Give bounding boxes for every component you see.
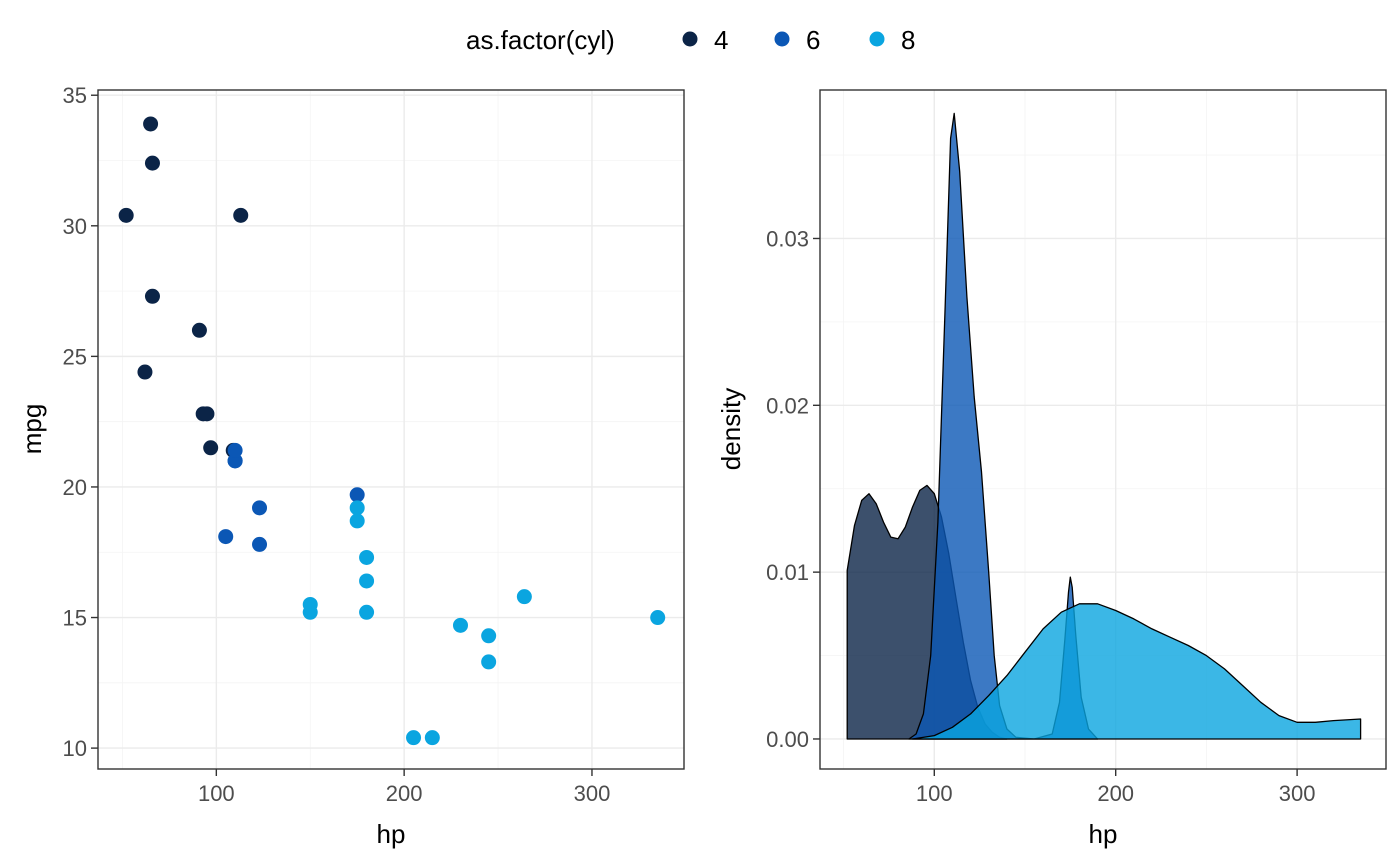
scatter-point-cyl-4 [144,288,160,304]
scatter-y-tick-label: 25 [63,344,87,369]
scatter-point-cyl-8 [359,604,375,620]
scatter-point-cyl-8 [481,654,497,670]
density-density-area-cyl-8 [911,603,1362,740]
density-x-tick-label: 200 [1097,781,1134,806]
scatter-point-cyl-8 [302,604,318,620]
scatter-point-cyl-4 [199,406,215,422]
scatter-x-tick-label: 300 [574,781,611,806]
scatter-y-tick-label: 15 [63,606,87,631]
scatter-point-cyl-8 [481,628,497,644]
scatter-y-tick-label: 10 [63,736,87,761]
scatter-point-cyl-8 [349,513,365,529]
scatter-y-tick-label: 30 [63,214,87,239]
scatter-y-axis-title: mpg [17,404,47,455]
density-y-tick-label: 0.02 [766,393,809,418]
scatter-panel-border [97,89,685,770]
scatter-point-cyl-8 [424,730,440,746]
scatter-grid [98,90,684,769]
scatter-points [118,116,666,746]
scatter-point-cyl-4 [118,207,134,223]
scatter-point-cyl-8 [359,549,375,565]
density-ticks: 100 200 300 0.00 0.01 0.02 0.03 [766,226,1315,806]
scatter-y-tick-label: 20 [63,475,87,500]
legend-key-4 [682,31,698,47]
scatter-point-cyl-8 [349,500,365,516]
legend-label-4: 4 [714,25,728,55]
scatter-ticks: 100 200 300 10 15 20 25 30 35 [63,83,611,806]
legend-label-8: 8 [901,25,915,55]
legend-label-6: 6 [806,25,820,55]
density-y-tick-label: 0.01 [766,560,809,585]
scatter-point-cyl-4 [203,440,219,456]
density-panel: 100 200 300 0.00 0.01 0.02 0.03 hp density [716,89,1387,849]
scatter-point-cyl-6 [227,453,243,469]
scatter-point-cyl-4 [191,322,207,338]
density-x-tick-label: 100 [916,781,953,806]
density-y-axis-title: density [716,388,746,470]
density-y-tick-label: 0.00 [766,727,809,752]
scatter-point-cyl-8 [359,573,375,589]
scatter-x-tick-label: 200 [386,781,423,806]
scatter-x-axis-title: hp [377,819,406,849]
scatter-point-cyl-6 [349,487,365,503]
scatter-point-cyl-6 [227,442,243,458]
legend-entries: 4 6 8 [682,25,915,55]
scatter-point-cyl-4 [233,207,249,223]
legend-key-6 [774,31,790,47]
scatter-point-cyl-8 [650,610,666,626]
legend-title: as.factor(cyl) [466,25,615,55]
scatter-point-cyl-4 [144,155,160,171]
density-y-tick-label: 0.03 [766,226,809,251]
density-x-tick-label: 300 [1279,781,1316,806]
scatter-point-cyl-6 [252,500,268,516]
scatter-y-tick-label: 35 [63,83,87,108]
density-panel-border [819,89,1387,770]
scatter-point-cyl-6 [252,536,268,552]
scatter-point-cyl-8 [452,617,468,633]
scatter-x-tick-label: 100 [198,781,235,806]
scatter-point-cyl-8 [516,589,532,605]
density-x-axis-title: hp [1089,819,1118,849]
density-areas [846,112,1362,740]
legend-key-8 [869,31,885,47]
legend: as.factor(cyl) 4 6 8 [466,25,915,55]
scatter-point-cyl-6 [218,529,234,545]
scatter-point-cyl-8 [406,730,422,746]
scatter-panel: 100 200 300 10 15 20 25 30 35 hp mpg [17,83,685,849]
scatter-point-cyl-4 [137,364,153,380]
scatter-point-cyl-4 [143,116,159,132]
